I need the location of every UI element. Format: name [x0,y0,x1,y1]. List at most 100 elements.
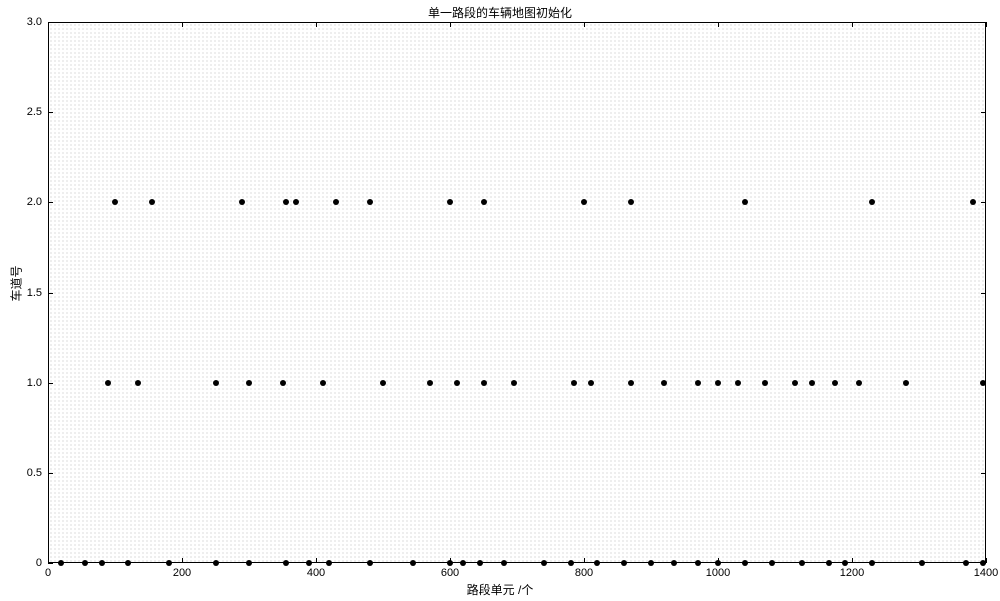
data-point [970,199,976,205]
data-point [135,380,141,386]
data-point [628,380,634,386]
data-point [293,199,299,205]
data-point [541,560,547,566]
data-point [661,380,667,386]
data-point [809,380,815,386]
data-point [628,199,634,205]
data-point [980,560,986,566]
plot-area [48,22,986,563]
data-point [380,380,386,386]
data-point [460,560,466,566]
data-point [799,560,805,566]
data-point [792,380,798,386]
y-tick-mark-right [981,22,986,23]
data-point [832,380,838,386]
data-point [213,560,219,566]
x-tick-label: 0 [45,567,51,579]
data-point [320,380,326,386]
y-tick-mark [48,473,53,474]
data-point [762,380,768,386]
x-tick-mark [584,558,585,563]
x-tick-label: 1200 [840,567,864,579]
x-tick-mark [986,558,987,563]
data-point [869,199,875,205]
x-tick-mark-top [182,22,183,27]
data-point [501,560,507,566]
data-point [105,380,111,386]
data-point [594,560,600,566]
data-point [903,380,909,386]
data-point [166,560,172,566]
data-point [125,560,131,566]
data-point [742,199,748,205]
data-point [695,380,701,386]
data-point [246,560,252,566]
data-point [367,560,373,566]
data-point [239,199,245,205]
data-point [149,199,155,205]
data-point [826,560,832,566]
x-tick-mark-top [986,22,987,27]
data-point [980,380,986,386]
chart-title: 单一路段的车辆地图初始化 [0,4,1000,21]
y-tick-label: 2.0 [27,196,42,208]
data-point [427,380,433,386]
data-point [280,380,286,386]
data-point [477,560,483,566]
data-point [963,560,969,566]
data-point [869,560,875,566]
y-tick-label: 1.0 [27,377,42,389]
data-point [919,560,925,566]
data-point [842,560,848,566]
data-point [856,380,862,386]
data-point [648,560,654,566]
y-tick-mark [48,293,53,294]
y-tick-mark-right [981,112,986,113]
data-point [481,199,487,205]
data-point [742,560,748,566]
data-point [511,380,517,386]
data-point [568,560,574,566]
y-tick-mark-right [981,293,986,294]
x-tick-label: 1400 [974,567,998,579]
data-point [735,380,741,386]
x-axis-label: 路段单元 /个 [0,581,1000,598]
x-tick-label: 200 [173,567,191,579]
data-point [283,199,289,205]
x-tick-mark [852,558,853,563]
figure: 单一路段的车辆地图初始化 车道号 路段单元 /个 020040060080010… [0,0,1000,601]
x-tick-mark-top [852,22,853,27]
y-tick-mark-right [981,202,986,203]
grid [49,23,985,562]
x-tick-mark [316,558,317,563]
x-tick-label: 600 [441,567,459,579]
x-tick-label: 1000 [706,567,730,579]
data-point [454,380,460,386]
y-tick-mark [48,112,53,113]
data-point [715,380,721,386]
data-point [447,199,453,205]
data-point [82,560,88,566]
y-tick-mark-right [981,473,986,474]
x-tick-mark [182,558,183,563]
data-point [246,380,252,386]
y-tick-mark [48,383,53,384]
data-point [213,380,219,386]
data-point [695,560,701,566]
y-tick-label: 1.5 [27,287,42,299]
data-point [410,560,416,566]
data-point [715,560,721,566]
data-point [306,560,312,566]
data-point [621,560,627,566]
data-point [283,560,289,566]
data-point [112,199,118,205]
x-tick-label: 400 [307,567,325,579]
data-point [58,560,64,566]
x-tick-label: 800 [575,567,593,579]
y-tick-label: 2.5 [27,106,42,118]
data-point [333,199,339,205]
data-point [671,560,677,566]
y-tick-mark [48,22,53,23]
data-point [481,380,487,386]
data-point [99,560,105,566]
